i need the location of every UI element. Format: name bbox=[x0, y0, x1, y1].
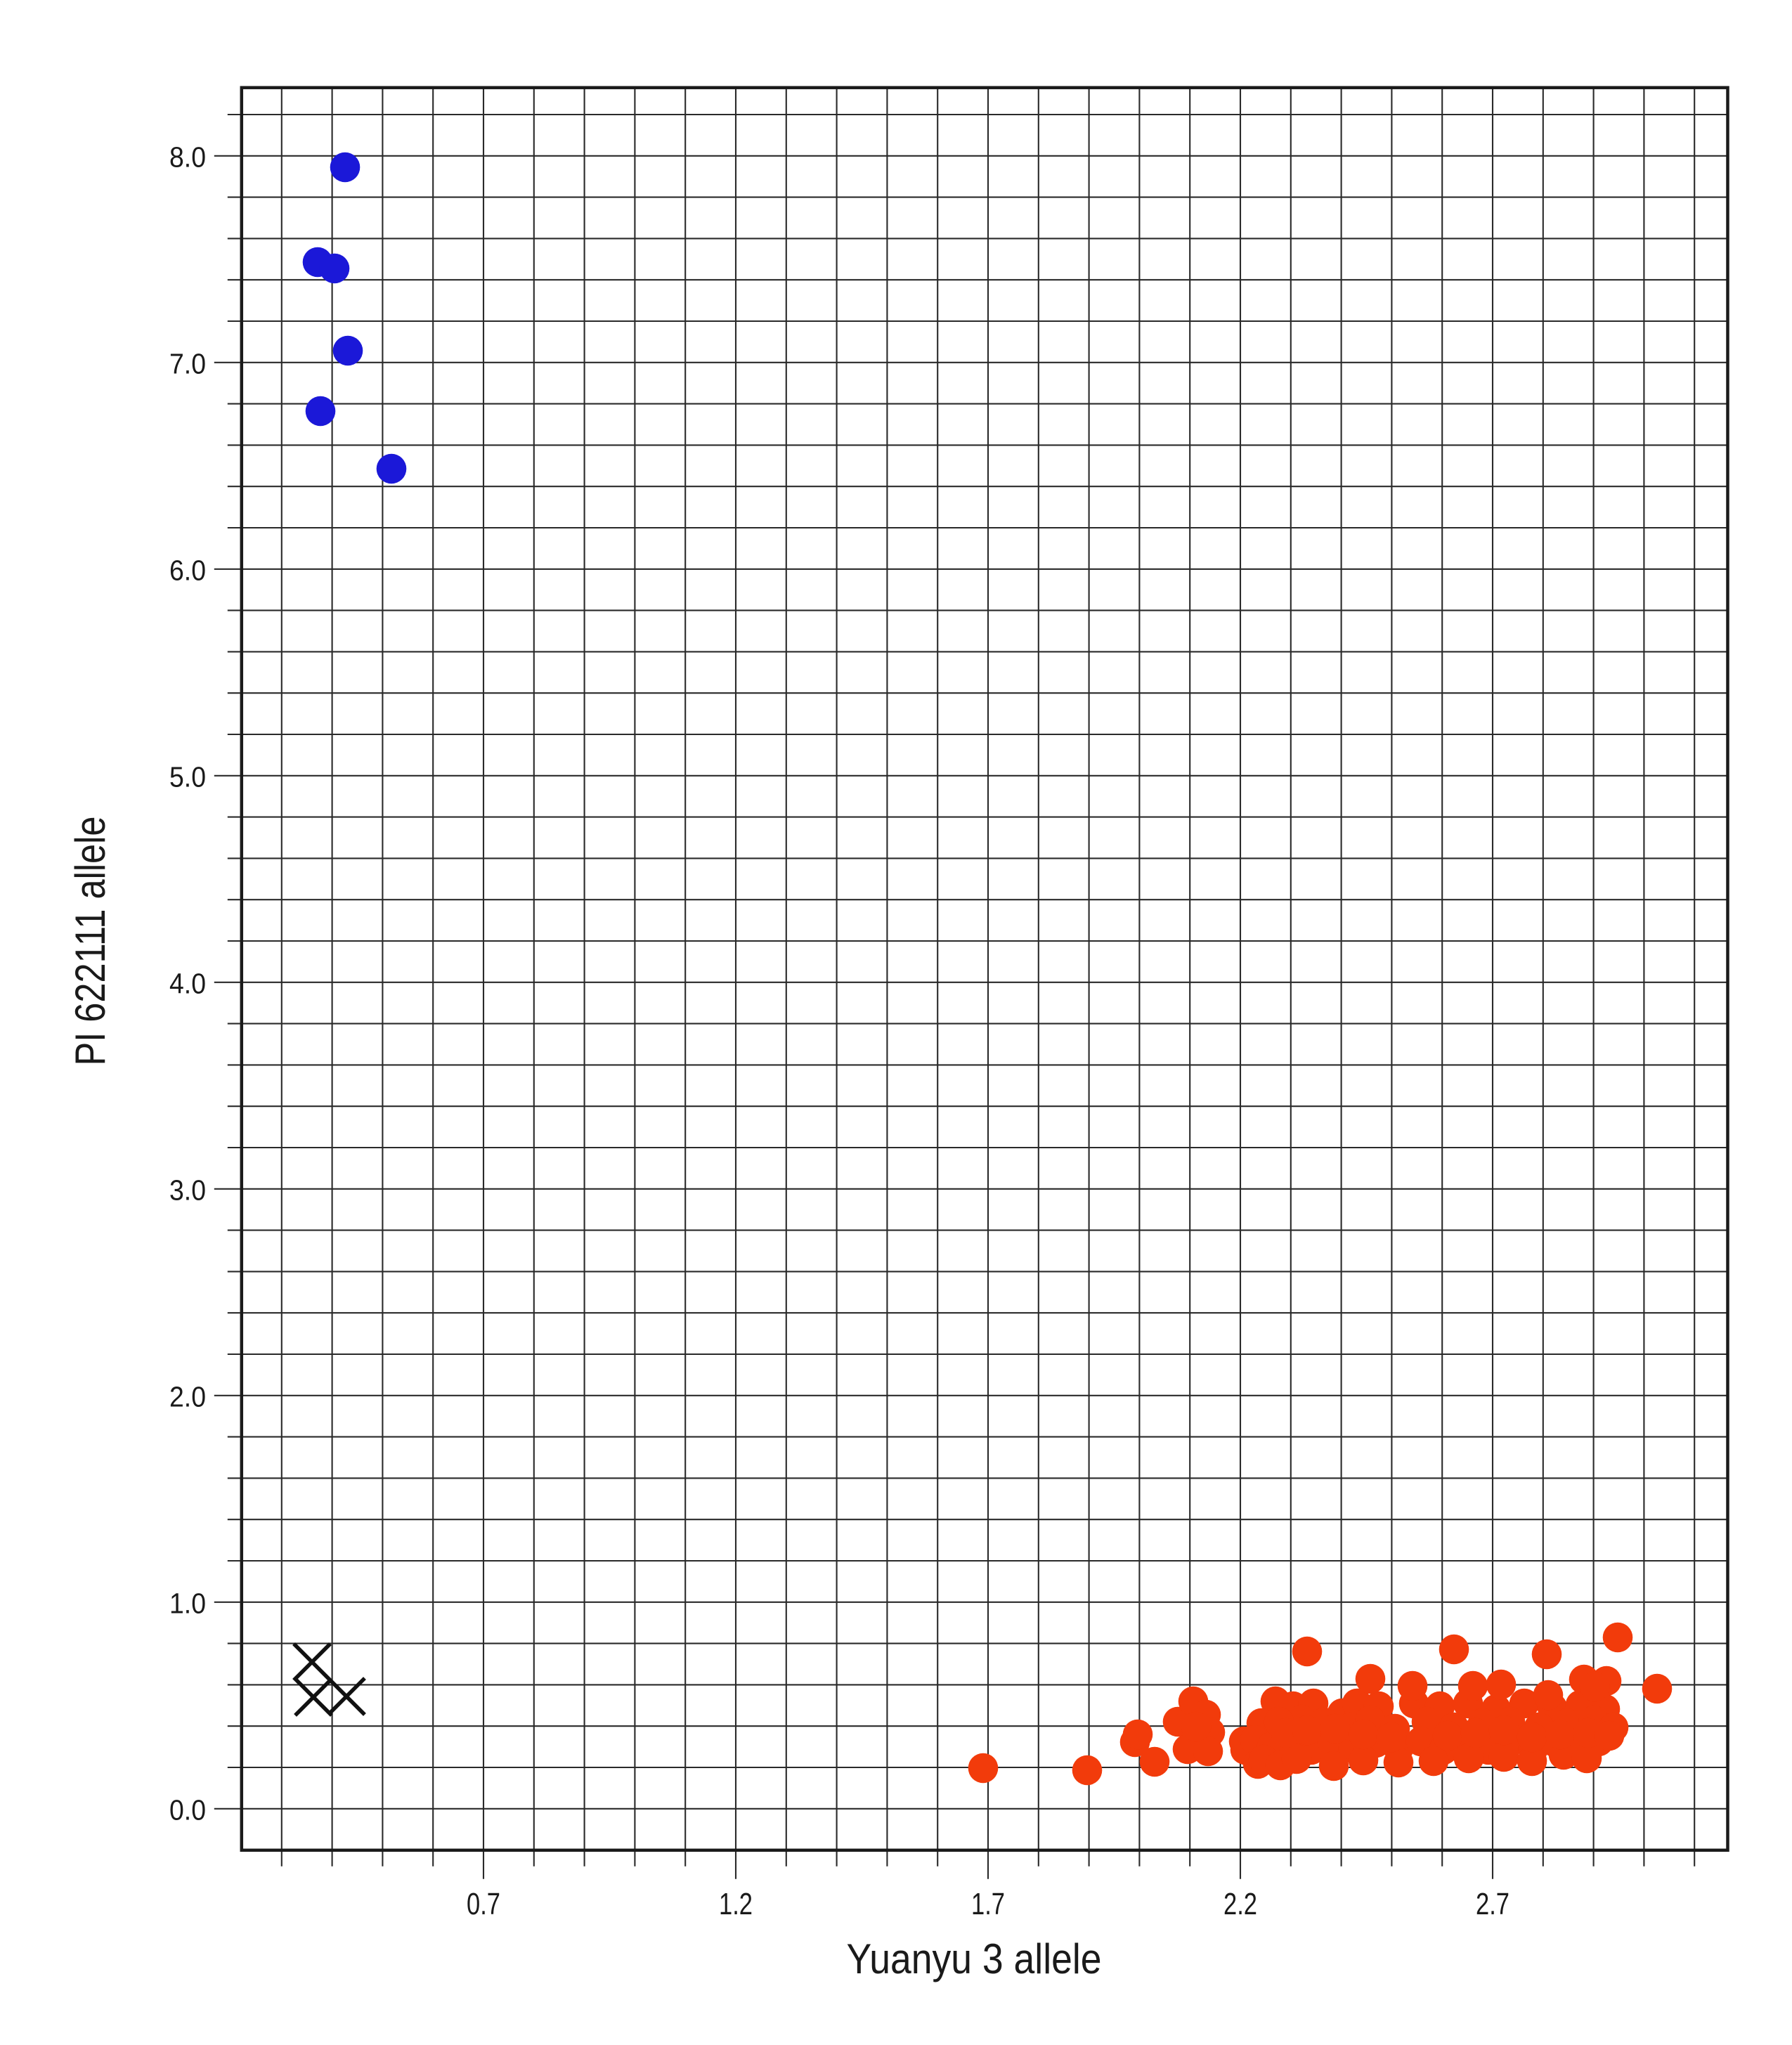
svg-text:1.2: 1.2 bbox=[719, 1887, 753, 1921]
svg-text:PI 622111 allele: PI 622111 allele bbox=[67, 817, 114, 1066]
svg-text:0.7: 0.7 bbox=[467, 1887, 500, 1921]
svg-text:1.7: 1.7 bbox=[971, 1887, 1005, 1921]
svg-text:2.0: 2.0 bbox=[169, 1380, 206, 1413]
svg-text:4.0: 4.0 bbox=[169, 967, 206, 999]
svg-text:5.0: 5.0 bbox=[169, 760, 206, 793]
svg-text:3.0: 3.0 bbox=[169, 1174, 206, 1206]
svg-text:0.0: 0.0 bbox=[169, 1793, 206, 1826]
svg-text:2.7: 2.7 bbox=[1476, 1887, 1509, 1921]
svg-text:2.2: 2.2 bbox=[1223, 1887, 1257, 1921]
svg-text:Yuanyu 3 allele: Yuanyu 3 allele bbox=[847, 1935, 1102, 1982]
svg-text:8.0: 8.0 bbox=[169, 141, 206, 173]
svg-text:7.0: 7.0 bbox=[169, 347, 206, 379]
svg-text:1.0: 1.0 bbox=[169, 1587, 206, 1619]
svg-text:6.0: 6.0 bbox=[169, 554, 206, 586]
